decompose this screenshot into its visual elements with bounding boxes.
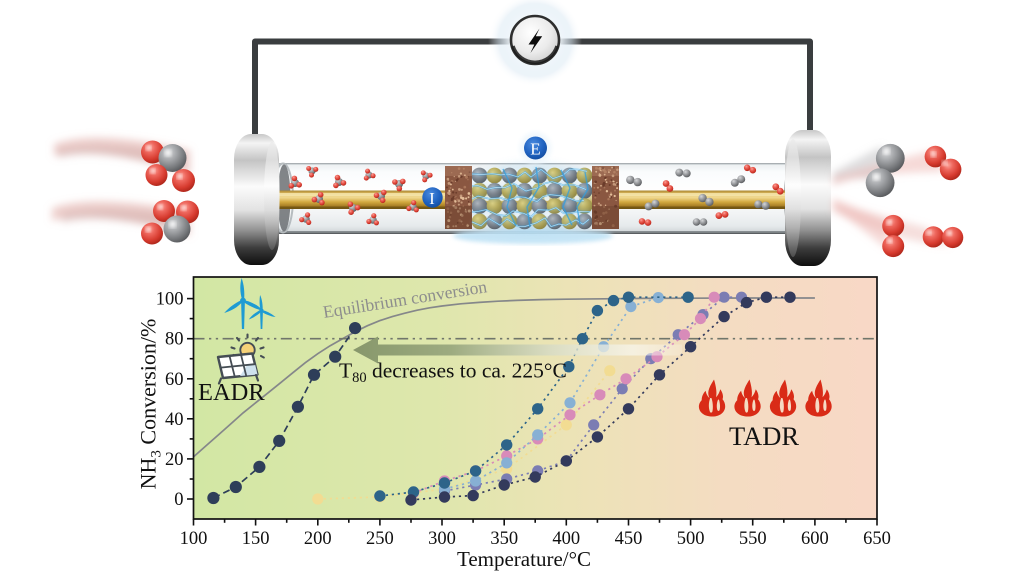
- svg-text:450: 450: [615, 529, 643, 549]
- svg-text:550: 550: [739, 529, 767, 549]
- svg-text:300: 300: [428, 529, 456, 549]
- svg-text:T80 decreases to ca. 225°C: T80 decreases to ca. 225°C: [339, 359, 567, 387]
- svg-text:EADR: EADR: [198, 379, 265, 406]
- svg-text:80: 80: [165, 330, 184, 350]
- svg-text:100: 100: [156, 290, 184, 310]
- svg-text:100: 100: [180, 529, 208, 549]
- svg-text:NH3 Conversion/%: NH3 Conversion/%: [136, 319, 165, 490]
- svg-text:20: 20: [165, 450, 184, 470]
- svg-text:40: 40: [165, 410, 184, 430]
- svg-text:650: 650: [863, 529, 891, 549]
- svg-text:0: 0: [174, 490, 183, 510]
- svg-text:600: 600: [801, 529, 829, 549]
- svg-text:TADR: TADR: [729, 421, 799, 451]
- svg-text:150: 150: [242, 529, 270, 549]
- svg-text:E: E: [530, 140, 540, 159]
- svg-text:250: 250: [366, 529, 394, 549]
- svg-text:I: I: [429, 189, 435, 208]
- svg-text:Temperature/°C: Temperature/°C: [457, 547, 591, 571]
- svg-text:200: 200: [304, 529, 332, 549]
- svg-text:60: 60: [165, 370, 184, 390]
- svg-text:400: 400: [552, 529, 580, 549]
- svg-text:350: 350: [490, 529, 518, 549]
- svg-text:500: 500: [677, 529, 705, 549]
